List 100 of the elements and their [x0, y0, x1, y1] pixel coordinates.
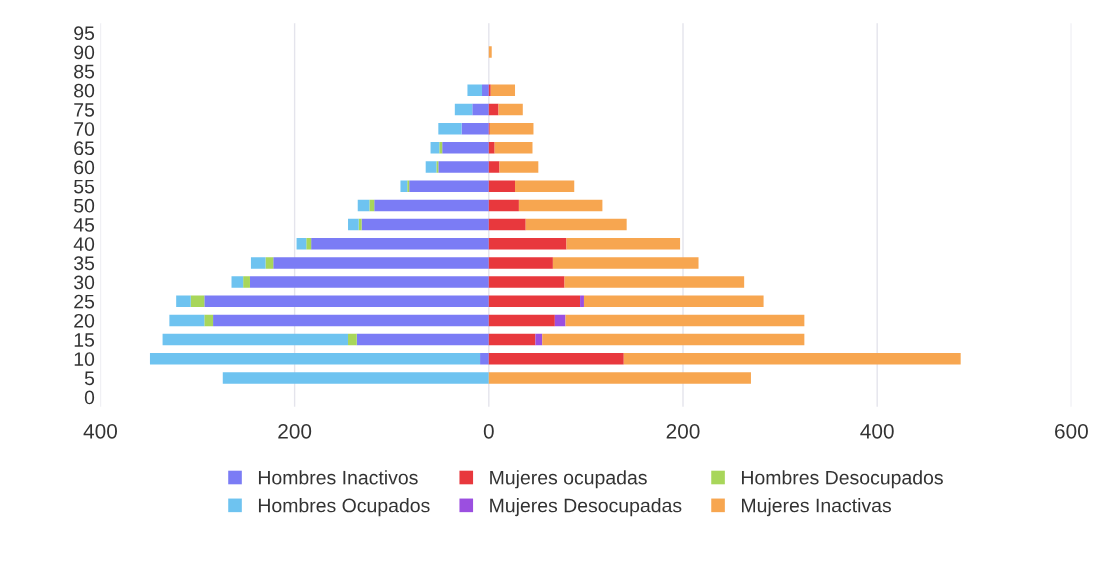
bar	[243, 276, 250, 288]
x-tick-label: 400	[83, 423, 118, 439]
y-tick-label: 10	[74, 352, 95, 366]
bar	[438, 161, 489, 173]
bar	[535, 333, 543, 346]
legend-label: Mujeres ocupadas	[490, 470, 647, 489]
bar	[565, 314, 805, 327]
y-tick-label: 95	[74, 26, 95, 41]
bar	[623, 353, 961, 365]
bar	[369, 199, 375, 212]
bar	[409, 180, 489, 192]
y-tick-label: 45	[73, 218, 95, 232]
y-tick-label: 70	[74, 122, 95, 136]
bar	[311, 237, 489, 250]
bar	[358, 218, 362, 231]
bar	[554, 314, 566, 327]
bar	[480, 353, 489, 365]
bar	[515, 180, 575, 192]
bar	[213, 314, 489, 327]
bar	[374, 199, 489, 212]
bar	[162, 333, 349, 346]
bar	[488, 161, 500, 173]
y-tick-label: 80	[74, 83, 95, 98]
bar	[552, 257, 699, 269]
bar	[518, 199, 603, 212]
bar	[488, 237, 567, 250]
y-tick-label: 40	[73, 237, 95, 251]
x-tick-label: 200	[666, 423, 700, 439]
bar	[488, 142, 495, 154]
bar	[488, 333, 536, 346]
bar	[357, 199, 370, 212]
bar	[442, 142, 489, 154]
bar	[488, 180, 516, 192]
x-tick-label: 400	[860, 423, 894, 439]
x-tick-label: 600	[1055, 423, 1088, 439]
bar	[169, 314, 205, 327]
bar	[488, 372, 751, 384]
bar	[472, 103, 489, 116]
bar	[348, 218, 359, 231]
bar	[454, 103, 473, 116]
bar	[430, 142, 440, 154]
bar	[425, 161, 437, 173]
bar	[488, 46, 492, 58]
bar	[176, 295, 191, 307]
bar	[488, 295, 581, 307]
legend-label: Hombres Ocupados	[258, 498, 430, 517]
y-tick-label: 90	[74, 45, 95, 60]
y-tick-label: 75	[74, 103, 95, 117]
y-tick-label: 55	[74, 179, 95, 194]
legend-label: Mujeres Desocupadas	[490, 498, 682, 517]
bar	[566, 237, 681, 250]
bar	[525, 218, 627, 231]
bar	[400, 180, 408, 192]
bar	[489, 122, 534, 135]
bar	[488, 276, 565, 288]
bar	[306, 237, 312, 250]
bar	[494, 142, 533, 154]
bar	[356, 333, 489, 346]
bar	[438, 122, 462, 135]
legend-label: Mujeres Inactivas	[742, 498, 891, 517]
bar	[488, 314, 555, 327]
bar	[204, 314, 214, 327]
y-tick-label: 50	[74, 198, 95, 213]
y-tick-label: 30	[74, 275, 95, 290]
legend-label: Hombres Inactivos	[258, 470, 418, 485]
x-tick-label: 200	[278, 423, 312, 439]
y-tick-label: 5	[84, 371, 95, 386]
bar	[580, 295, 584, 307]
bar	[499, 161, 539, 173]
bar	[461, 122, 489, 135]
bar	[231, 276, 244, 288]
bar	[542, 333, 805, 346]
bar	[564, 276, 745, 288]
bar	[439, 142, 443, 154]
bar	[250, 257, 266, 269]
bar	[488, 218, 526, 231]
bar	[265, 257, 274, 269]
bar	[482, 84, 489, 97]
bar	[488, 199, 519, 212]
bar	[361, 218, 489, 231]
bar	[149, 353, 481, 365]
bar	[583, 295, 764, 307]
legend-label: Hombres Desocupados	[742, 470, 943, 489]
y-tick-label: 65	[74, 141, 95, 156]
bar	[488, 257, 553, 269]
bar	[488, 103, 499, 116]
bar	[467, 84, 483, 97]
y-tick-label: 15	[74, 333, 95, 347]
x-tick-label: 0	[483, 423, 494, 439]
bar	[190, 295, 205, 307]
y-tick-label: 25	[74, 294, 95, 309]
bar	[490, 84, 516, 97]
bar	[204, 295, 489, 307]
bar	[348, 333, 357, 346]
y-tick-label: 0	[84, 390, 95, 405]
bar	[488, 353, 624, 365]
y-tick-label: 35	[74, 256, 95, 271]
bar	[498, 103, 523, 116]
y-tick-label: 20	[74, 313, 95, 328]
y-tick-label: 85	[74, 64, 95, 79]
